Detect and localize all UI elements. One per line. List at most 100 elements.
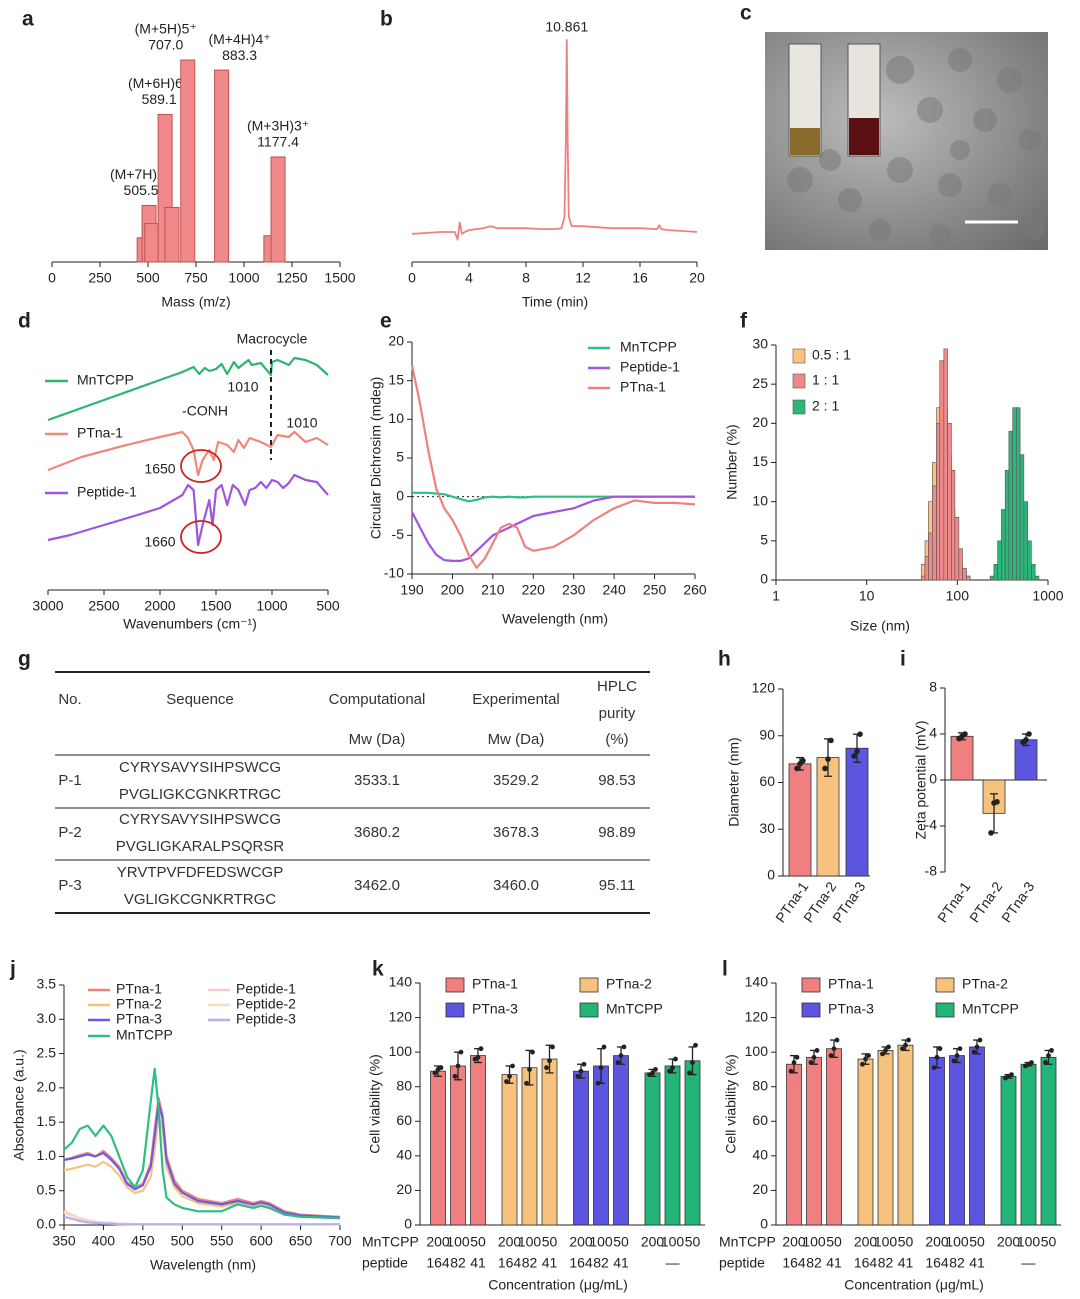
- bar: [969, 1046, 985, 1226]
- histogram-bar: [966, 575, 971, 581]
- peak-annotation: 1010: [286, 415, 317, 431]
- histogram-bar: [1023, 501, 1028, 581]
- cell: 98.89: [598, 824, 636, 841]
- legend-label: MnTCPP: [77, 372, 134, 388]
- concentration-label: 200: [925, 1234, 949, 1250]
- ion-label: (M+3H)3⁺: [247, 118, 309, 134]
- legend-label: PTna-1: [77, 425, 123, 441]
- concentration-label: 164: [925, 1255, 949, 1271]
- legend-label: MnTCPP: [606, 1001, 663, 1017]
- legend-swatch: [792, 348, 806, 364]
- concentration-label: 50: [542, 1234, 558, 1250]
- data-point: [931, 1065, 937, 1071]
- data-point: [670, 1065, 675, 1071]
- mz-label: 883.3: [222, 47, 257, 63]
- cell: 3529.2: [493, 772, 539, 789]
- data-point: [937, 1046, 943, 1052]
- data-point: [530, 1049, 535, 1055]
- legend-swatch: [579, 977, 599, 993]
- data-point: [808, 1060, 814, 1065]
- data-point: [857, 731, 863, 737]
- bar: [573, 1070, 589, 1226]
- legend-label: PTna-3: [472, 1001, 518, 1017]
- legend-label: PTna-2: [116, 996, 162, 1012]
- bar: [826, 1048, 842, 1226]
- y-tick-label: 10: [752, 492, 768, 508]
- data-point: [791, 1060, 797, 1065]
- histogram-bar: [1019, 454, 1025, 581]
- x-tick-label: 450: [131, 1233, 155, 1249]
- data-point: [621, 1044, 627, 1050]
- bar: [684, 1060, 701, 1226]
- header-cell: Mw (Da): [349, 731, 406, 748]
- data-point: [673, 1056, 678, 1062]
- concentration-label: 41: [826, 1255, 842, 1271]
- bar: [613, 1055, 629, 1226]
- data-point: [1046, 1053, 1051, 1058]
- annotation: -CONH: [182, 403, 228, 419]
- mz-label: 505.5: [124, 182, 159, 198]
- peak-annotation: 1010: [227, 379, 258, 395]
- data-point: [866, 1053, 871, 1058]
- x-tick-label: 550: [210, 1233, 234, 1249]
- data-point: [863, 1056, 868, 1062]
- x-axis-label: Time (min): [522, 294, 588, 310]
- bar: [501, 1074, 518, 1226]
- concentration-label: 41: [613, 1255, 629, 1271]
- concentration-label: 200: [782, 1234, 806, 1250]
- x-tick-label: 3000: [32, 598, 63, 614]
- y-tick-label: 60: [759, 773, 775, 789]
- x-axis-label: Wavenumbers (cm⁻¹): [123, 616, 257, 632]
- x-tick-label: 350: [52, 1233, 76, 1249]
- row-label: peptide: [719, 1255, 765, 1271]
- header-cell: (%): [605, 731, 628, 748]
- x-tick-label: 20: [689, 270, 705, 286]
- bar: [270, 156, 286, 263]
- x-tick-label: 2000: [144, 598, 175, 614]
- data-point: [618, 1053, 624, 1058]
- bar: [180, 59, 196, 263]
- y-tick-label: 0.0: [37, 1216, 57, 1232]
- panel-label: c: [740, 2, 752, 25]
- x-tick-label: 220: [522, 582, 546, 598]
- data-point: [527, 1067, 532, 1072]
- ion-label: (M+5H)5⁺: [135, 21, 197, 37]
- legend-label: PTna-3: [828, 1001, 874, 1017]
- concentration-label: —: [666, 1255, 680, 1271]
- legend-label: 0.5 : 1: [812, 347, 851, 363]
- histogram-bar: [997, 540, 1002, 581]
- y-tick-label: 3.0: [37, 1010, 57, 1026]
- x-tick-label: 1500: [200, 598, 231, 614]
- histogram-bar: [936, 423, 941, 581]
- concentration-label: 82: [522, 1255, 538, 1271]
- bar: [806, 1056, 822, 1226]
- x-tick-label: 190: [400, 582, 424, 598]
- data-point: [794, 1054, 800, 1060]
- concentration-label: 50: [470, 1234, 486, 1250]
- y-tick-label: 1.5: [37, 1113, 57, 1129]
- ion-label: (M+7H)7⁺: [110, 166, 172, 182]
- data-point: [653, 1067, 658, 1072]
- cell: 95.11: [599, 877, 635, 894]
- concentration-label: 82: [593, 1255, 609, 1271]
- data-point: [1023, 736, 1029, 743]
- histogram-bar: [954, 517, 960, 581]
- bar: [788, 763, 812, 877]
- line: [63, 1067, 341, 1220]
- legend-swatch: [792, 399, 806, 415]
- x-tick-label: 260: [683, 582, 707, 598]
- x-tick-label: 500: [136, 270, 160, 286]
- cell: PVGLIGKCGNKRTRGC: [119, 786, 281, 803]
- bar: [164, 206, 180, 263]
- data-point: [1009, 1072, 1014, 1078]
- concentration-label: 100: [661, 1234, 685, 1250]
- y-tick-label: 100: [745, 1043, 769, 1059]
- x-tick-label: 200: [441, 582, 465, 598]
- x-tick-label: 16: [632, 270, 648, 286]
- data-point: [954, 1053, 960, 1058]
- y-tick-label: 0: [396, 487, 404, 503]
- line: [410, 364, 696, 569]
- bar: [1020, 1063, 1037, 1226]
- x-tick-label: 4: [465, 270, 473, 286]
